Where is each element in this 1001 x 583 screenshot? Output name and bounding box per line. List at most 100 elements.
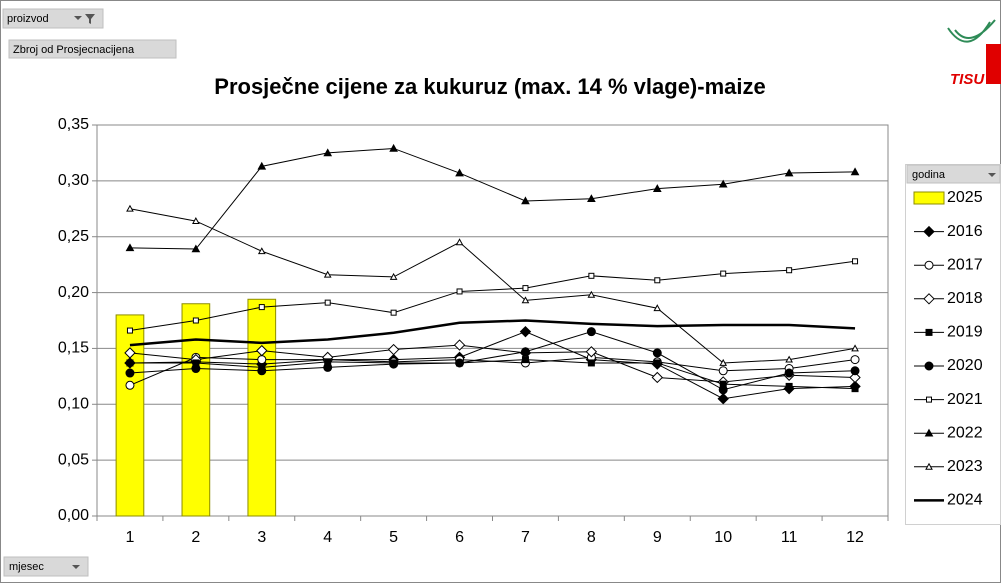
legend-field[interactable]: godina <box>912 169 946 181</box>
filter-icon <box>74 14 95 24</box>
x-tick-label: 12 <box>846 529 864 546</box>
data-field-button[interactable] <box>8 39 177 59</box>
marker <box>126 204 134 212</box>
marker <box>852 258 859 265</box>
marker <box>720 270 727 277</box>
marker <box>651 371 663 384</box>
marker <box>849 371 861 384</box>
y-tick-label: 0,35 <box>58 116 89 133</box>
x-tick-label: 5 <box>389 529 398 546</box>
x-tick-label: 10 <box>714 529 732 546</box>
legend-field-button[interactable] <box>906 164 1001 184</box>
marker <box>455 358 465 368</box>
marker <box>718 385 728 395</box>
line <box>129 319 856 347</box>
marker <box>784 368 794 378</box>
y-tick-label: 0,30 <box>58 172 89 189</box>
line <box>129 260 856 332</box>
marker <box>718 366 728 376</box>
x-tick-label: 1 <box>126 529 135 546</box>
bar <box>247 298 277 517</box>
y-tick-label: 0,10 <box>58 396 89 413</box>
marker <box>257 366 267 376</box>
marker <box>653 359 661 367</box>
marker <box>923 225 935 238</box>
marker <box>126 327 133 334</box>
marker <box>588 272 595 279</box>
marker <box>653 304 662 312</box>
marker <box>923 293 935 305</box>
marker <box>389 143 398 152</box>
marker <box>124 347 136 359</box>
marker <box>652 184 662 192</box>
marker <box>785 382 793 390</box>
x-tick-label: 4 <box>323 529 332 546</box>
line <box>129 359 856 390</box>
marker <box>126 359 134 367</box>
x-tick-label: 3 <box>257 529 266 546</box>
dropdown-icon <box>72 565 80 569</box>
marker <box>924 428 934 437</box>
line <box>129 331 856 400</box>
axis-field-button[interactable] <box>3 556 89 577</box>
axis-field[interactable]: mjesec <box>9 561 44 573</box>
marker <box>851 344 859 352</box>
y-tick-label: 0,25 <box>58 228 89 245</box>
filter-field[interactable]: proizvod <box>7 13 49 25</box>
marker <box>784 168 794 177</box>
marker <box>850 366 860 376</box>
marker <box>654 277 661 284</box>
marker <box>256 344 268 357</box>
marker <box>257 355 267 365</box>
marker <box>850 167 860 176</box>
marker <box>587 359 595 367</box>
data-field[interactable]: Zbroj od Prosjecnacijena <box>13 44 135 56</box>
marker <box>851 385 859 393</box>
marker <box>456 288 463 295</box>
legend-label: 2022 <box>947 424 983 441</box>
marker <box>521 196 530 205</box>
y-tick-label: 0,00 <box>58 507 89 524</box>
filter-button[interactable] <box>2 8 104 29</box>
legend-label: 2021 <box>947 391 983 408</box>
marker <box>324 299 331 306</box>
dropdown-icon <box>988 173 996 177</box>
marker <box>925 462 933 470</box>
marker <box>258 304 265 311</box>
marker <box>191 364 201 374</box>
x-tick-label: 8 <box>587 529 596 546</box>
marker <box>786 267 793 274</box>
y-tick-label: 0,20 <box>58 284 89 301</box>
marker <box>257 161 267 170</box>
marker <box>257 247 266 255</box>
legend-swatch <box>913 191 945 205</box>
bar <box>181 303 211 517</box>
marker <box>521 356 529 364</box>
marker <box>521 296 530 304</box>
marker <box>125 380 135 390</box>
chart-title: Prosječne cijene za kukuruz (max. 14 % v… <box>214 74 765 99</box>
legend-label: 2024 <box>947 492 983 509</box>
logo-text: TISU <box>950 71 985 88</box>
marker <box>925 328 933 336</box>
y-tick-label: 0,05 <box>58 451 89 468</box>
legend-label: 2025 <box>947 189 983 206</box>
marker <box>652 348 662 358</box>
marker <box>924 260 934 270</box>
marker <box>125 368 135 378</box>
marker <box>520 347 530 357</box>
marker <box>453 339 466 351</box>
marker <box>125 243 135 252</box>
marker <box>718 179 728 188</box>
legend-label: 2016 <box>947 223 983 240</box>
marker <box>387 343 400 356</box>
legend-box <box>905 164 1001 525</box>
marker <box>522 285 529 292</box>
marker <box>717 392 729 405</box>
line <box>129 344 856 383</box>
marker <box>390 309 397 316</box>
legend-label: 2018 <box>947 290 983 307</box>
marker <box>785 355 793 363</box>
legend-label: 2017 <box>947 256 983 273</box>
marker <box>587 194 596 203</box>
